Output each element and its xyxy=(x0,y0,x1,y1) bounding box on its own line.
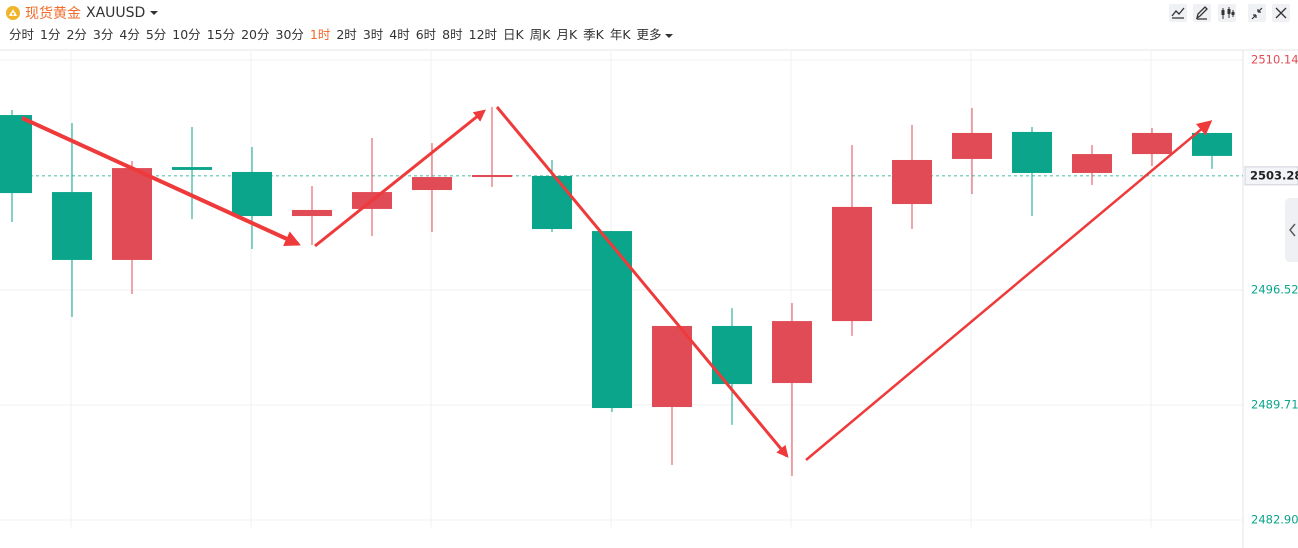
candle-body xyxy=(1192,132,1232,156)
symbol: XAUUSD xyxy=(86,5,146,21)
candle-body xyxy=(232,171,272,217)
logo xyxy=(6,6,20,20)
current-price-box xyxy=(1244,166,1298,186)
interval-button[interactable]: 季K xyxy=(583,27,604,42)
interval-button[interactable]: 8时 xyxy=(442,27,463,42)
interval-button[interactable]: 20分 xyxy=(241,27,270,42)
chart: 2482.90 2489.71 2496.52 2510.14 2503.28 xyxy=(0,49,1298,548)
candle-body xyxy=(832,206,872,322)
interval-button[interactable]: 1分 xyxy=(40,27,61,42)
symbol-header[interactable]: 现货黄金 XAUUSD xyxy=(6,3,159,23)
arrow xyxy=(495,106,789,458)
current-price-label: 2503.28 xyxy=(1250,168,1298,182)
interval-button[interactable]: 更多 xyxy=(636,27,662,42)
candle-body xyxy=(652,325,692,408)
side-tab[interactable] xyxy=(1285,198,1298,262)
y-tick-label: 2510.14 xyxy=(1251,53,1298,67)
interval-button[interactable]: 15分 xyxy=(206,27,236,42)
candle-body xyxy=(772,321,812,384)
candle-body xyxy=(892,159,932,205)
interval-button[interactable]: 3分 xyxy=(92,27,114,42)
interval-button[interactable]: 1时 xyxy=(309,27,331,42)
interval-bar: 分时 1分 2分 3分 4分 5分 10分 15分 20分 30分 1时 2时 3时 4时 6时 8时 12时日… xyxy=(6,26,673,44)
interval-button[interactable]: 30分 xyxy=(275,27,304,42)
candle-body xyxy=(592,231,632,409)
price-axis: 2482.90 2489.71 2496.52 2510.14 2503.28 xyxy=(1244,53,1298,527)
candle-body xyxy=(1132,132,1172,155)
interval-button[interactable]: 2分 xyxy=(66,27,87,42)
interval-button[interactable]: 4时 xyxy=(389,27,410,42)
candle-body xyxy=(472,175,512,178)
interval-button[interactable]: 年K xyxy=(609,27,631,42)
title: 现货黄金 xyxy=(25,6,81,22)
caret xyxy=(664,34,673,38)
interval-button[interactable]: 4分 xyxy=(119,27,140,42)
arrow xyxy=(21,116,301,246)
candle-body xyxy=(532,176,572,230)
interval-button[interactable]: 2时 xyxy=(336,27,357,42)
tool-button[interactable] xyxy=(1248,4,1266,22)
candle-body xyxy=(412,177,452,191)
candle-body xyxy=(952,132,992,159)
y-tick-label: 2489.71 xyxy=(1251,398,1298,412)
interval-button[interactable]: 分时 xyxy=(9,27,35,42)
candle-body xyxy=(712,325,752,385)
candle-body xyxy=(1072,154,1112,173)
interval-button[interactable]: 5分 xyxy=(145,27,167,42)
y-tick-label: 2482.90 xyxy=(1251,513,1298,527)
tool-icons xyxy=(1169,4,1290,22)
arrow xyxy=(314,109,486,248)
caret xyxy=(150,11,159,15)
y-tick-label: 2496.52 xyxy=(1251,283,1298,297)
candles xyxy=(0,106,1232,476)
candle-body xyxy=(112,168,152,260)
vertical-grid xyxy=(70,50,1152,528)
interval-button[interactable]: 日K xyxy=(503,27,524,42)
interval-button[interactable]: 12时 xyxy=(468,27,498,42)
interval-button[interactable]: 10分 xyxy=(172,27,201,42)
interval-button[interactable]: 3时 xyxy=(362,27,384,42)
arrow xyxy=(805,120,1213,461)
candle-body xyxy=(0,115,32,194)
interval-button[interactable]: 周K xyxy=(529,27,551,42)
interval-button[interactable]: 6时 xyxy=(415,27,437,42)
trend-arrows xyxy=(21,106,1213,461)
candle-body xyxy=(1012,131,1052,173)
interval-button[interactable]: 月K xyxy=(556,27,578,42)
candle-body xyxy=(52,192,92,260)
candle-body xyxy=(172,167,212,170)
toolbar: 现货黄金 XAUUSD 分时 1分 2分 3分 4分 5分 10分 15分 20分 30分 1时 2时… xyxy=(0,0,1298,42)
candle-body xyxy=(292,209,332,217)
